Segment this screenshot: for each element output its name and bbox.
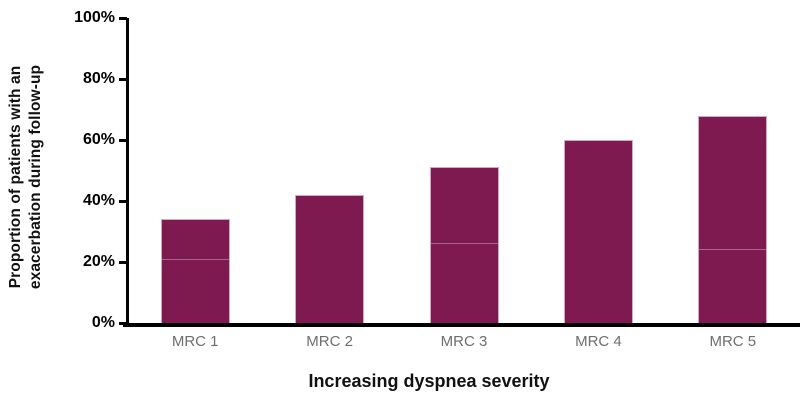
- y-tick-label: 20%: [82, 253, 115, 270]
- x-tick-label-mrc-5: MRC 5: [709, 333, 757, 350]
- y-tick-mark: [119, 77, 127, 81]
- y-axis-line: [126, 18, 129, 324]
- x-axis-line: [123, 323, 800, 327]
- y-tick-label: 0%: [91, 314, 115, 331]
- x-tick-label-mrc-2: MRC 2: [306, 333, 353, 350]
- y-tick-mark: [119, 321, 127, 325]
- bar-slot-mrc-5: [666, 18, 800, 323]
- bar-mrc-2: [295, 194, 365, 323]
- y-axis-title: Proportion of patients with an exacerbat…: [7, 64, 44, 290]
- y-tick-mark: [119, 16, 127, 20]
- y-tick-label: 40%: [82, 192, 115, 209]
- bar-mrc-3: [429, 167, 499, 323]
- y-tick-mark: [119, 199, 127, 203]
- bar-mrc-4: [563, 140, 633, 323]
- bar-inner-line: [161, 258, 229, 260]
- bar-slot-mrc-4: [531, 18, 665, 323]
- x-labels-row: MRC 1 MRC 2 MRC 3 MRC 4 MRC 5: [128, 333, 800, 351]
- y-tick-label: 80%: [82, 70, 115, 87]
- x-tick-label-mrc-3: MRC 3: [440, 333, 488, 350]
- y-tick-label: 60%: [82, 131, 115, 148]
- bar-slot-mrc-2: [262, 18, 396, 323]
- bar-mrc-5: [698, 115, 768, 323]
- y-tick-mark: [119, 138, 127, 142]
- bar-inner-line: [430, 243, 498, 245]
- x-tick-label-mrc-4: MRC 4: [575, 333, 622, 350]
- bar-slot-mrc-3: [397, 18, 531, 323]
- y-tick-label: 100%: [74, 9, 115, 26]
- y-tick-mark: [119, 260, 127, 264]
- bar-inner-line: [699, 249, 767, 251]
- x-axis-title: Increasing dyspnea severity: [308, 371, 550, 391]
- bar-slot-mrc-1: [128, 18, 262, 323]
- x-tick-label-mrc-1: MRC 1: [171, 333, 219, 350]
- bar-mrc-1: [160, 219, 230, 323]
- plot-area: [128, 18, 800, 323]
